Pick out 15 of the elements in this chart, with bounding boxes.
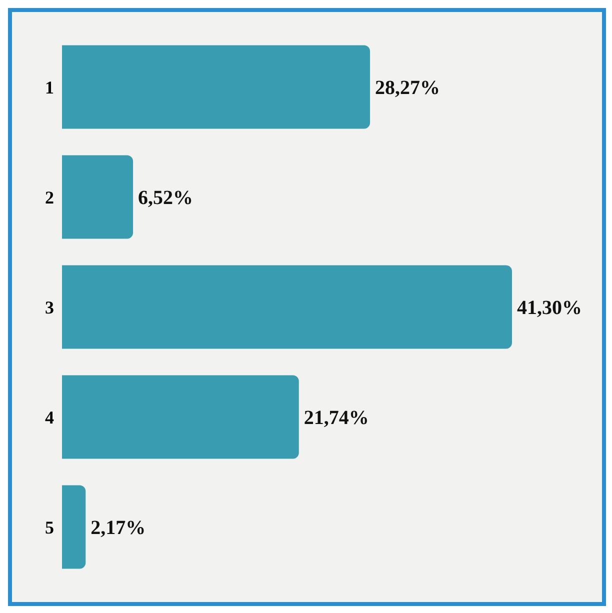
y-tick-label: 3 bbox=[45, 297, 54, 318]
y-tick-label: 4 bbox=[45, 407, 54, 428]
data-label: 2,17% bbox=[90, 517, 146, 540]
bar bbox=[62, 155, 134, 239]
data-label: 28,27% bbox=[375, 77, 440, 100]
data-label: 21,74% bbox=[304, 407, 369, 430]
bar bbox=[62, 265, 512, 349]
data-label: 6,52% bbox=[138, 187, 194, 210]
bar bbox=[62, 375, 299, 459]
y-tick-label: 5 bbox=[45, 517, 54, 538]
y-tick-label: 1 bbox=[45, 77, 54, 98]
bar bbox=[62, 45, 370, 129]
y-tick-label: 2 bbox=[45, 187, 54, 208]
bar bbox=[62, 485, 86, 569]
data-label: 41,30% bbox=[517, 297, 582, 320]
